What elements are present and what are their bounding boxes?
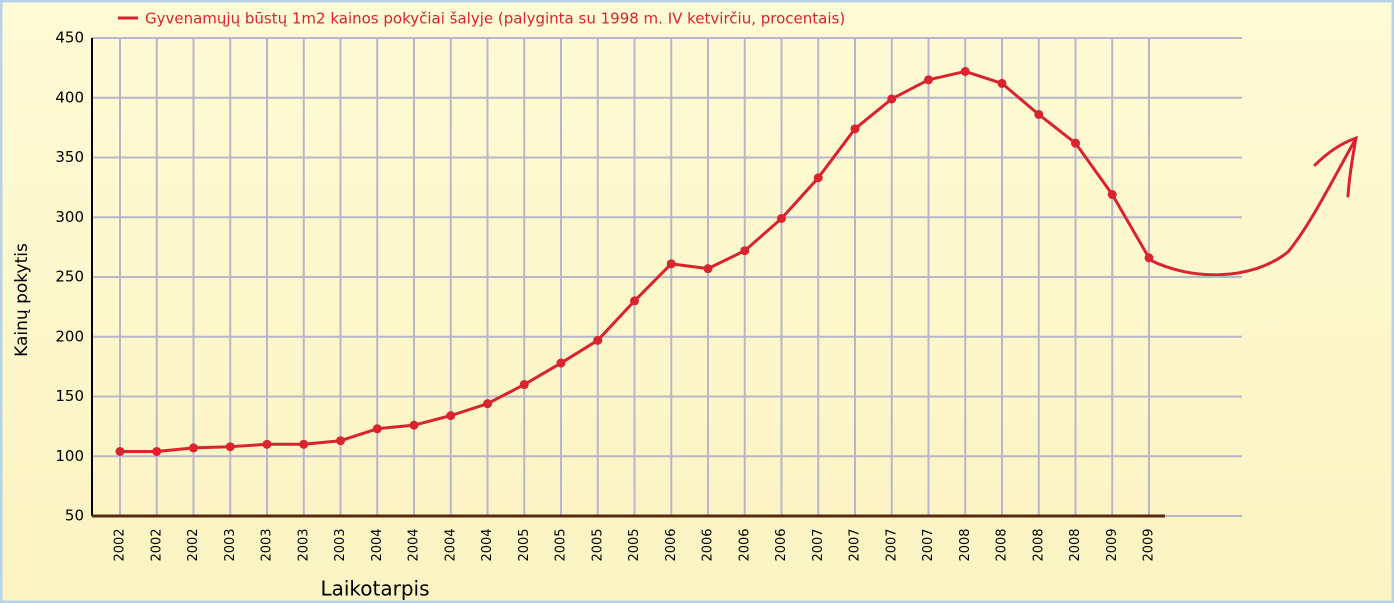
x-tick-label: 2005	[627, 528, 642, 561]
data-point	[960, 66, 970, 76]
data-point	[115, 446, 125, 456]
data-point	[372, 424, 382, 434]
x-tick-label: 2004	[480, 528, 495, 561]
data-point	[483, 399, 492, 409]
data-point	[409, 420, 419, 430]
x-tick-label: 2005	[554, 528, 569, 561]
x-tick-label: 2008	[958, 528, 973, 561]
data-point	[703, 264, 713, 274]
y-tick-label: 200	[55, 327, 84, 345]
data-point	[152, 446, 162, 456]
x-tick-label: 2008	[995, 528, 1010, 561]
data-point	[1071, 138, 1080, 148]
x-axis-label: Laikotarpis	[320, 577, 429, 601]
y-tick-label: 400	[55, 88, 84, 106]
y-tick-label: 350	[55, 148, 84, 166]
x-tick-label: 2003	[296, 528, 311, 561]
data-point	[519, 380, 529, 390]
data-point	[630, 296, 639, 306]
data-point	[1144, 253, 1154, 263]
data-point	[593, 335, 603, 345]
y-tick-label: 100	[55, 447, 84, 465]
data-point	[1107, 190, 1117, 200]
data-point	[997, 78, 1007, 88]
x-tick-label: 2002	[149, 528, 164, 561]
data-point	[850, 124, 860, 134]
data-point	[189, 443, 198, 453]
x-tick-label: 2002	[186, 528, 201, 561]
x-tick-label: 2003	[260, 528, 275, 561]
data-point	[1034, 109, 1044, 119]
x-tick-label: 2006	[701, 528, 716, 561]
x-tick-label: 2003	[333, 528, 348, 561]
x-tick-label: 2008	[1031, 528, 1046, 561]
data-point	[924, 75, 933, 85]
x-tick-label: 2003	[223, 528, 238, 561]
legend-label: Gyvenamųjų būstų 1m2 kainos pokyčiai šal…	[145, 10, 845, 28]
y-tick-label: 250	[55, 268, 84, 286]
y-tick-label: 300	[55, 208, 84, 226]
data-point	[336, 436, 345, 446]
x-tick-label: 2007	[921, 528, 936, 561]
data-point	[225, 442, 235, 452]
x-tick-label: 2002	[113, 528, 128, 561]
x-tick-label: 2004	[407, 528, 422, 561]
y-axis-label: Kainų pokytis	[12, 243, 32, 357]
data-point	[813, 173, 823, 183]
data-point	[740, 246, 750, 256]
x-tick-label: 2006	[664, 528, 679, 561]
x-tick-label: 2004	[370, 528, 385, 561]
x-tick-label: 2009	[1142, 528, 1157, 561]
data-point	[666, 259, 676, 269]
x-tick-label: 2008	[1068, 528, 1083, 561]
x-tick-label: 2007	[811, 528, 826, 561]
y-tick-label: 450	[55, 29, 84, 47]
data-point	[887, 94, 897, 104]
x-tick-label: 2005	[517, 528, 532, 561]
data-point	[299, 439, 309, 449]
y-tick-label: 150	[55, 387, 84, 405]
x-tick-label: 2005	[590, 528, 605, 561]
x-tick-label: 2006	[737, 528, 752, 561]
x-tick-label: 2004	[443, 528, 458, 561]
data-point	[446, 411, 456, 421]
hand-drawn-arrow	[1148, 135, 1358, 277]
data-point	[777, 213, 786, 223]
x-tick-label: 2007	[884, 528, 899, 561]
data-point	[556, 358, 566, 368]
x-tick-label: 2009	[1105, 528, 1120, 561]
y-tick-label: 50	[65, 507, 84, 525]
x-tick-label: 2006	[774, 528, 789, 561]
data-point	[262, 439, 272, 449]
x-tick-label: 2007	[848, 528, 863, 561]
